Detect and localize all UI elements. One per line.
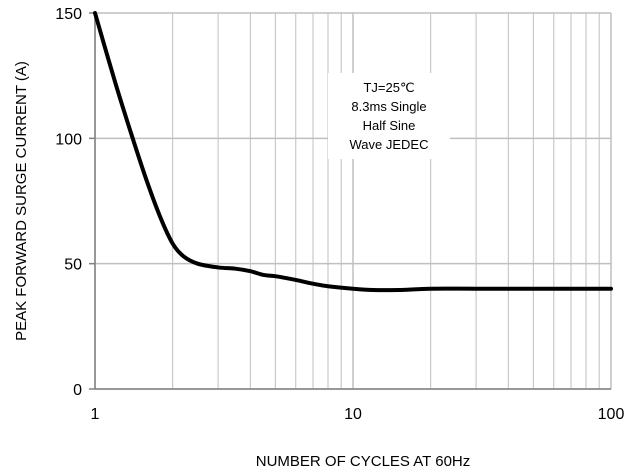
minor-grid [172, 13, 600, 389]
y-tick-label: 50 [64, 257, 82, 274]
annotation-box [328, 73, 450, 159]
x-tick-label: 10 [344, 406, 362, 423]
y-tick-label: 0 [73, 382, 82, 399]
annotation-line: Half Sine [363, 118, 416, 133]
y-axis-title: PEAK FORWARD SURGE CURRENT (A) [13, 61, 30, 341]
x-tick-label: 100 [598, 406, 625, 423]
x-axis-title: NUMBER OF CYCLES AT 60Hz [256, 453, 471, 470]
y-tick-label: 150 [55, 6, 82, 23]
x-tick-label: 1 [91, 406, 100, 423]
axes [89, 12, 611, 390]
series-line [93, 11, 613, 293]
y-tick-label: 100 [55, 131, 82, 148]
annotation-line: TJ=25℃ [363, 80, 414, 95]
annotation-line: 8.3ms Single [351, 99, 426, 114]
annotation-text: TJ=25℃ 8.3ms Single Half Sine Wave JEDEC [350, 80, 429, 152]
annotation-line: Wave JEDEC [350, 137, 429, 152]
tick-labels: 1 10 100 0 50 100 150 [55, 6, 624, 423]
